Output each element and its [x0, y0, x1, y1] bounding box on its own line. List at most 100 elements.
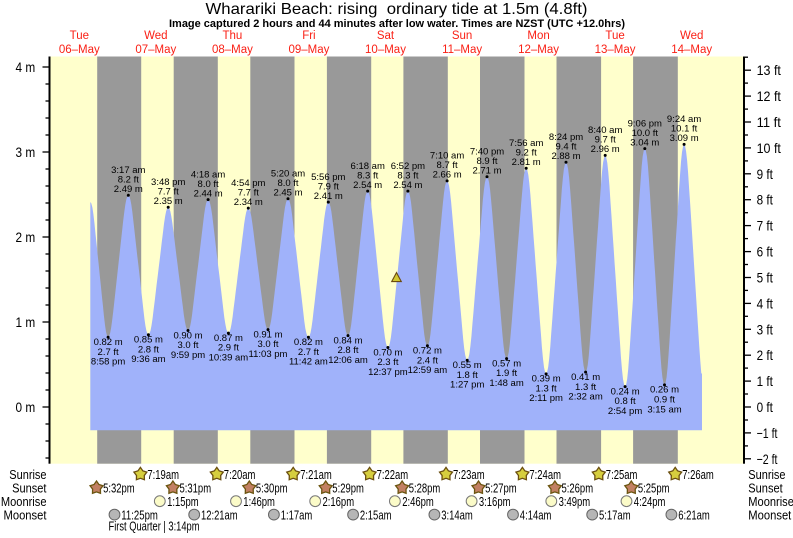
- svg-text:6 ft: 6 ft: [757, 244, 773, 260]
- svg-text:9 ft: 9 ft: [757, 166, 773, 182]
- svg-text:Moonrise: Moonrise: [748, 495, 793, 509]
- svg-text:0.55 m: 0.55 m: [453, 360, 482, 371]
- svg-text:0.8 ft: 0.8 ft: [615, 396, 636, 407]
- svg-text:5:20 am: 5:20 am: [271, 169, 305, 180]
- svg-text:5:31pm: 5:31pm: [180, 482, 212, 496]
- svg-text:10.0 ft: 10.0 ft: [632, 128, 659, 139]
- svg-text:1.3 ft: 1.3 ft: [575, 382, 596, 393]
- svg-text:2:16pm: 2:16pm: [323, 495, 355, 509]
- svg-text:9:36 am: 9:36 am: [131, 354, 165, 365]
- svg-text:1 ft: 1 ft: [757, 373, 773, 389]
- svg-text:1:27 pm: 1:27 pm: [450, 380, 484, 391]
- svg-text:11 ft: 11 ft: [757, 114, 781, 130]
- svg-text:06–May: 06–May: [59, 44, 100, 56]
- svg-text:7:25am: 7:25am: [606, 468, 638, 482]
- svg-text:2.7 ft: 2.7 ft: [98, 347, 119, 358]
- svg-text:5:28pm: 5:28pm: [409, 482, 441, 496]
- svg-text:12–May: 12–May: [518, 44, 559, 56]
- svg-text:2.66 m: 2.66 m: [433, 170, 462, 181]
- svg-text:0.72 m: 0.72 m: [413, 346, 442, 357]
- svg-text:9:24 am: 9:24 am: [667, 114, 701, 125]
- svg-text:2.41 m: 2.41 m: [314, 191, 343, 202]
- svg-text:2.96 m: 2.96 m: [591, 144, 620, 155]
- svg-text:Moonset: Moonset: [4, 508, 47, 522]
- svg-text:7:20am: 7:20am: [224, 468, 256, 482]
- svg-text:Moonset: Moonset: [748, 508, 791, 522]
- svg-text:9:06 pm: 9:06 pm: [628, 118, 662, 129]
- svg-text:5 ft: 5 ft: [757, 270, 773, 286]
- svg-text:2:46pm: 2:46pm: [402, 495, 434, 509]
- svg-text:6:18 am: 6:18 am: [351, 161, 385, 172]
- svg-text:12 ft: 12 ft: [757, 88, 781, 104]
- svg-text:Wed: Wed: [680, 30, 703, 42]
- svg-text:0 ft: 0 ft: [757, 399, 773, 415]
- svg-text:−2 ft: −2 ft: [757, 451, 778, 467]
- svg-text:8 ft: 8 ft: [757, 192, 773, 208]
- svg-text:Sunrise: Sunrise: [748, 468, 785, 482]
- svg-text:8.0 ft: 8.0 ft: [277, 178, 298, 189]
- svg-text:12:37 pm: 12:37 pm: [368, 367, 408, 378]
- svg-text:2:11 pm: 2:11 pm: [529, 393, 563, 404]
- svg-text:9.2 ft: 9.2 ft: [516, 148, 537, 159]
- svg-text:7:10 am: 7:10 am: [430, 151, 464, 162]
- svg-text:4 ft: 4 ft: [757, 295, 773, 311]
- svg-text:Image captured 2 hours and 44: Image captured 2 hours and 44 minutes af…: [169, 18, 625, 30]
- svg-text:3.0 ft: 3.0 ft: [177, 340, 198, 351]
- svg-text:6:21am: 6:21am: [678, 508, 710, 522]
- svg-text:9.4 ft: 9.4 ft: [555, 142, 576, 153]
- svg-text:11:25pm: 11:25pm: [121, 508, 158, 522]
- svg-text:5:26pm: 5:26pm: [562, 482, 594, 496]
- svg-text:2.54 m: 2.54 m: [393, 180, 422, 191]
- svg-text:10:39 am: 10:39 am: [209, 352, 249, 363]
- svg-text:2.34 m: 2.34 m: [234, 197, 263, 208]
- svg-text:1:17am: 1:17am: [281, 508, 313, 522]
- svg-text:3:15 am: 3:15 am: [647, 404, 681, 415]
- svg-text:2.9 ft: 2.9 ft: [218, 343, 239, 354]
- svg-text:2:54 pm: 2:54 pm: [608, 406, 642, 417]
- svg-text:Sunset: Sunset: [748, 482, 783, 496]
- svg-text:2.4 ft: 2.4 ft: [417, 355, 438, 366]
- svg-text:7:56 am: 7:56 am: [509, 138, 543, 149]
- svg-text:7:26am: 7:26am: [682, 468, 714, 482]
- svg-text:Sunrise: Sunrise: [9, 468, 46, 482]
- svg-text:2 m: 2 m: [16, 229, 36, 245]
- svg-text:1 m: 1 m: [16, 314, 36, 330]
- svg-text:12:21am: 12:21am: [201, 508, 238, 522]
- svg-text:Wharariki Beach: rising ordin: Wharariki Beach: rising ordinary tide at…: [206, 1, 588, 18]
- svg-text:09–May: 09–May: [288, 44, 329, 56]
- svg-text:10–May: 10–May: [365, 44, 406, 56]
- svg-text:Sun: Sun: [452, 30, 472, 42]
- svg-text:9:59 pm: 9:59 pm: [171, 350, 205, 361]
- svg-text:12:59 am: 12:59 am: [408, 365, 448, 376]
- svg-text:1:46pm: 1:46pm: [243, 495, 275, 509]
- svg-text:1:15pm: 1:15pm: [167, 495, 199, 509]
- svg-text:0.91 m: 0.91 m: [253, 329, 282, 340]
- svg-text:2.35 m: 2.35 m: [154, 196, 183, 207]
- svg-text:2.3 ft: 2.3 ft: [377, 357, 398, 368]
- svg-text:8:58 pm: 8:58 pm: [91, 357, 125, 368]
- svg-text:10.1 ft: 10.1 ft: [671, 124, 698, 135]
- svg-text:12:06 am: 12:06 am: [328, 355, 368, 366]
- svg-text:2:15am: 2:15am: [360, 508, 392, 522]
- svg-text:11:42 am: 11:42 am: [289, 357, 328, 368]
- svg-text:7:23am: 7:23am: [453, 468, 485, 482]
- svg-text:2.44 m: 2.44 m: [194, 188, 223, 199]
- svg-text:Mon: Mon: [527, 30, 549, 42]
- svg-text:0.41 m: 0.41 m: [571, 372, 600, 383]
- svg-text:7.9 ft: 7.9 ft: [318, 181, 339, 192]
- svg-text:7:21am: 7:21am: [300, 468, 332, 482]
- svg-text:13–May: 13–May: [595, 44, 636, 56]
- svg-text:7.7 ft: 7.7 ft: [238, 187, 259, 198]
- svg-text:2:32 am: 2:32 am: [568, 392, 602, 403]
- svg-text:1.3 ft: 1.3 ft: [536, 384, 557, 395]
- svg-text:0.90 m: 0.90 m: [173, 330, 202, 341]
- svg-text:Tue: Tue: [605, 30, 624, 42]
- svg-text:0.82 m: 0.82 m: [94, 337, 123, 348]
- svg-text:2 ft: 2 ft: [757, 347, 773, 363]
- svg-text:2.45 m: 2.45 m: [273, 188, 302, 199]
- svg-text:3.09 m: 3.09 m: [670, 133, 699, 144]
- svg-text:08–May: 08–May: [212, 44, 253, 56]
- svg-text:5:25pm: 5:25pm: [638, 482, 670, 496]
- svg-text:2.8 ft: 2.8 ft: [337, 345, 358, 356]
- svg-text:0.70 m: 0.70 m: [373, 347, 402, 358]
